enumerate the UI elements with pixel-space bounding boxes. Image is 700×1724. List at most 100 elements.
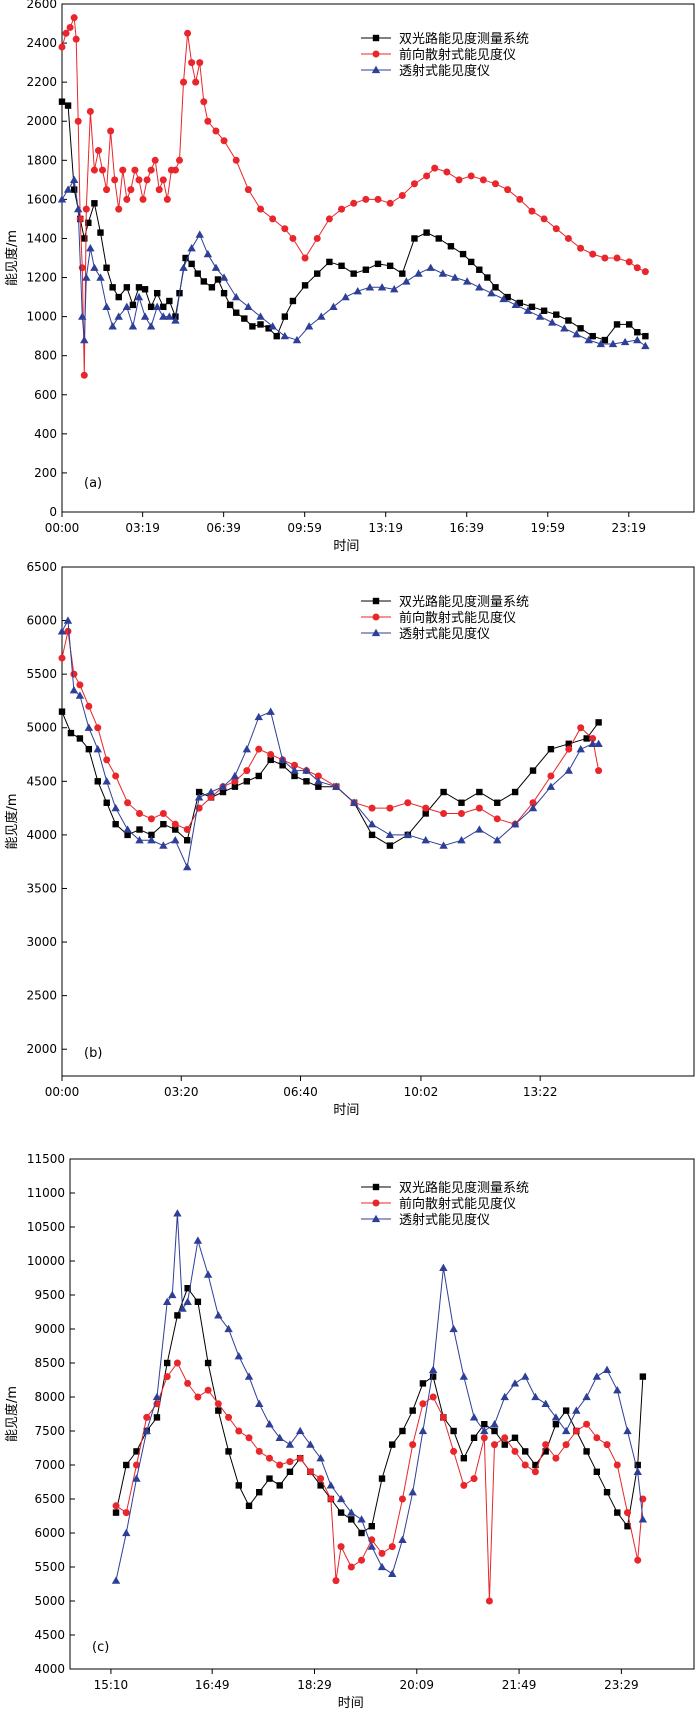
data-point (285, 1440, 295, 1448)
plot-frame (61, 3, 695, 513)
data-point (163, 195, 171, 203)
data-point (194, 1298, 202, 1305)
data-point (267, 751, 275, 759)
data-point (129, 301, 137, 309)
data-point (194, 270, 201, 277)
data-point (214, 1400, 222, 1408)
data-point (491, 1427, 498, 1435)
data-point (410, 180, 418, 188)
data-point (165, 312, 174, 320)
data-point (135, 284, 143, 291)
data-point (475, 804, 483, 812)
data-point (266, 1475, 273, 1482)
data-point (187, 244, 196, 252)
y-tick-label: 3500 (26, 881, 57, 895)
data-point (440, 788, 447, 796)
data-point (511, 1447, 519, 1455)
data-point (368, 804, 376, 812)
data-point (501, 1434, 509, 1442)
data-point (613, 254, 621, 262)
data-point (112, 1509, 120, 1516)
x-tick-label: 13:19 (368, 521, 403, 535)
data-point (215, 1407, 222, 1414)
data-point (367, 1542, 376, 1550)
data-point (123, 284, 131, 291)
data-point (90, 263, 99, 271)
data-point (119, 166, 127, 174)
data-point (204, 1386, 212, 1394)
data-point (291, 772, 298, 780)
data-point (443, 168, 451, 176)
data-point (594, 739, 603, 747)
data-point (510, 819, 520, 828)
legend-label: 双光路能见度测量系统 (399, 1180, 529, 1196)
data-point (226, 301, 234, 309)
data-point (419, 1380, 427, 1387)
data-point (531, 1468, 539, 1476)
data-point (460, 1455, 468, 1462)
data-point (641, 268, 649, 276)
data-point (269, 215, 277, 223)
data-point (94, 778, 101, 785)
data-point (511, 300, 520, 309)
data-point (399, 1427, 406, 1435)
y-axis-title: 能见度/m (4, 793, 20, 849)
data-point (180, 78, 188, 86)
data-point (577, 724, 585, 732)
y-axis-title: 能见度/m (4, 1386, 20, 1442)
data-point (439, 1263, 448, 1271)
y-tick-label: 1000 (26, 310, 57, 324)
data-point (171, 820, 179, 828)
data-point (111, 803, 120, 812)
legend-label: 透射式能见度仪 (399, 63, 490, 79)
data-point (231, 777, 239, 785)
x-tick-label: 03:19 (125, 521, 160, 535)
data-point (243, 767, 251, 775)
data-point (147, 303, 155, 311)
data-point (440, 809, 448, 817)
data-point (641, 341, 650, 350)
data-point (385, 830, 395, 839)
data-point (194, 1393, 202, 1401)
data-point (459, 250, 467, 258)
y-tick-label: 600 (34, 388, 57, 402)
data-point (58, 654, 66, 662)
data-point (399, 270, 406, 277)
data-point (329, 302, 338, 310)
data-point (200, 278, 207, 285)
data-point (389, 1441, 396, 1448)
data-point (94, 724, 102, 732)
data-point (404, 799, 412, 807)
data-point (78, 264, 86, 272)
data-point (82, 273, 91, 281)
data-point (220, 137, 228, 145)
data-point (183, 1297, 192, 1305)
data-point (242, 744, 252, 753)
data-point (588, 739, 597, 747)
data-point (178, 1304, 187, 1312)
data-point (69, 175, 79, 183)
data-point (458, 799, 465, 806)
legend-marker (371, 1214, 381, 1223)
data-point (317, 1475, 325, 1483)
series-line (61, 17, 646, 376)
data-point (108, 322, 117, 330)
data-point (295, 1426, 305, 1435)
data-point (211, 263, 221, 271)
y-tick-label: 4500 (26, 774, 57, 788)
data-point (378, 1475, 386, 1482)
data-point (195, 230, 204, 238)
data-point (577, 244, 585, 252)
data-point (532, 1461, 539, 1469)
data-point (584, 335, 593, 344)
data-point (553, 311, 560, 318)
data-point (535, 312, 545, 320)
y-tick-label: 1600 (26, 192, 57, 206)
data-point (301, 282, 309, 289)
data-point (214, 1311, 223, 1319)
y-tick-label: 1800 (26, 153, 57, 167)
data-point (423, 229, 430, 236)
data-point (292, 335, 302, 344)
